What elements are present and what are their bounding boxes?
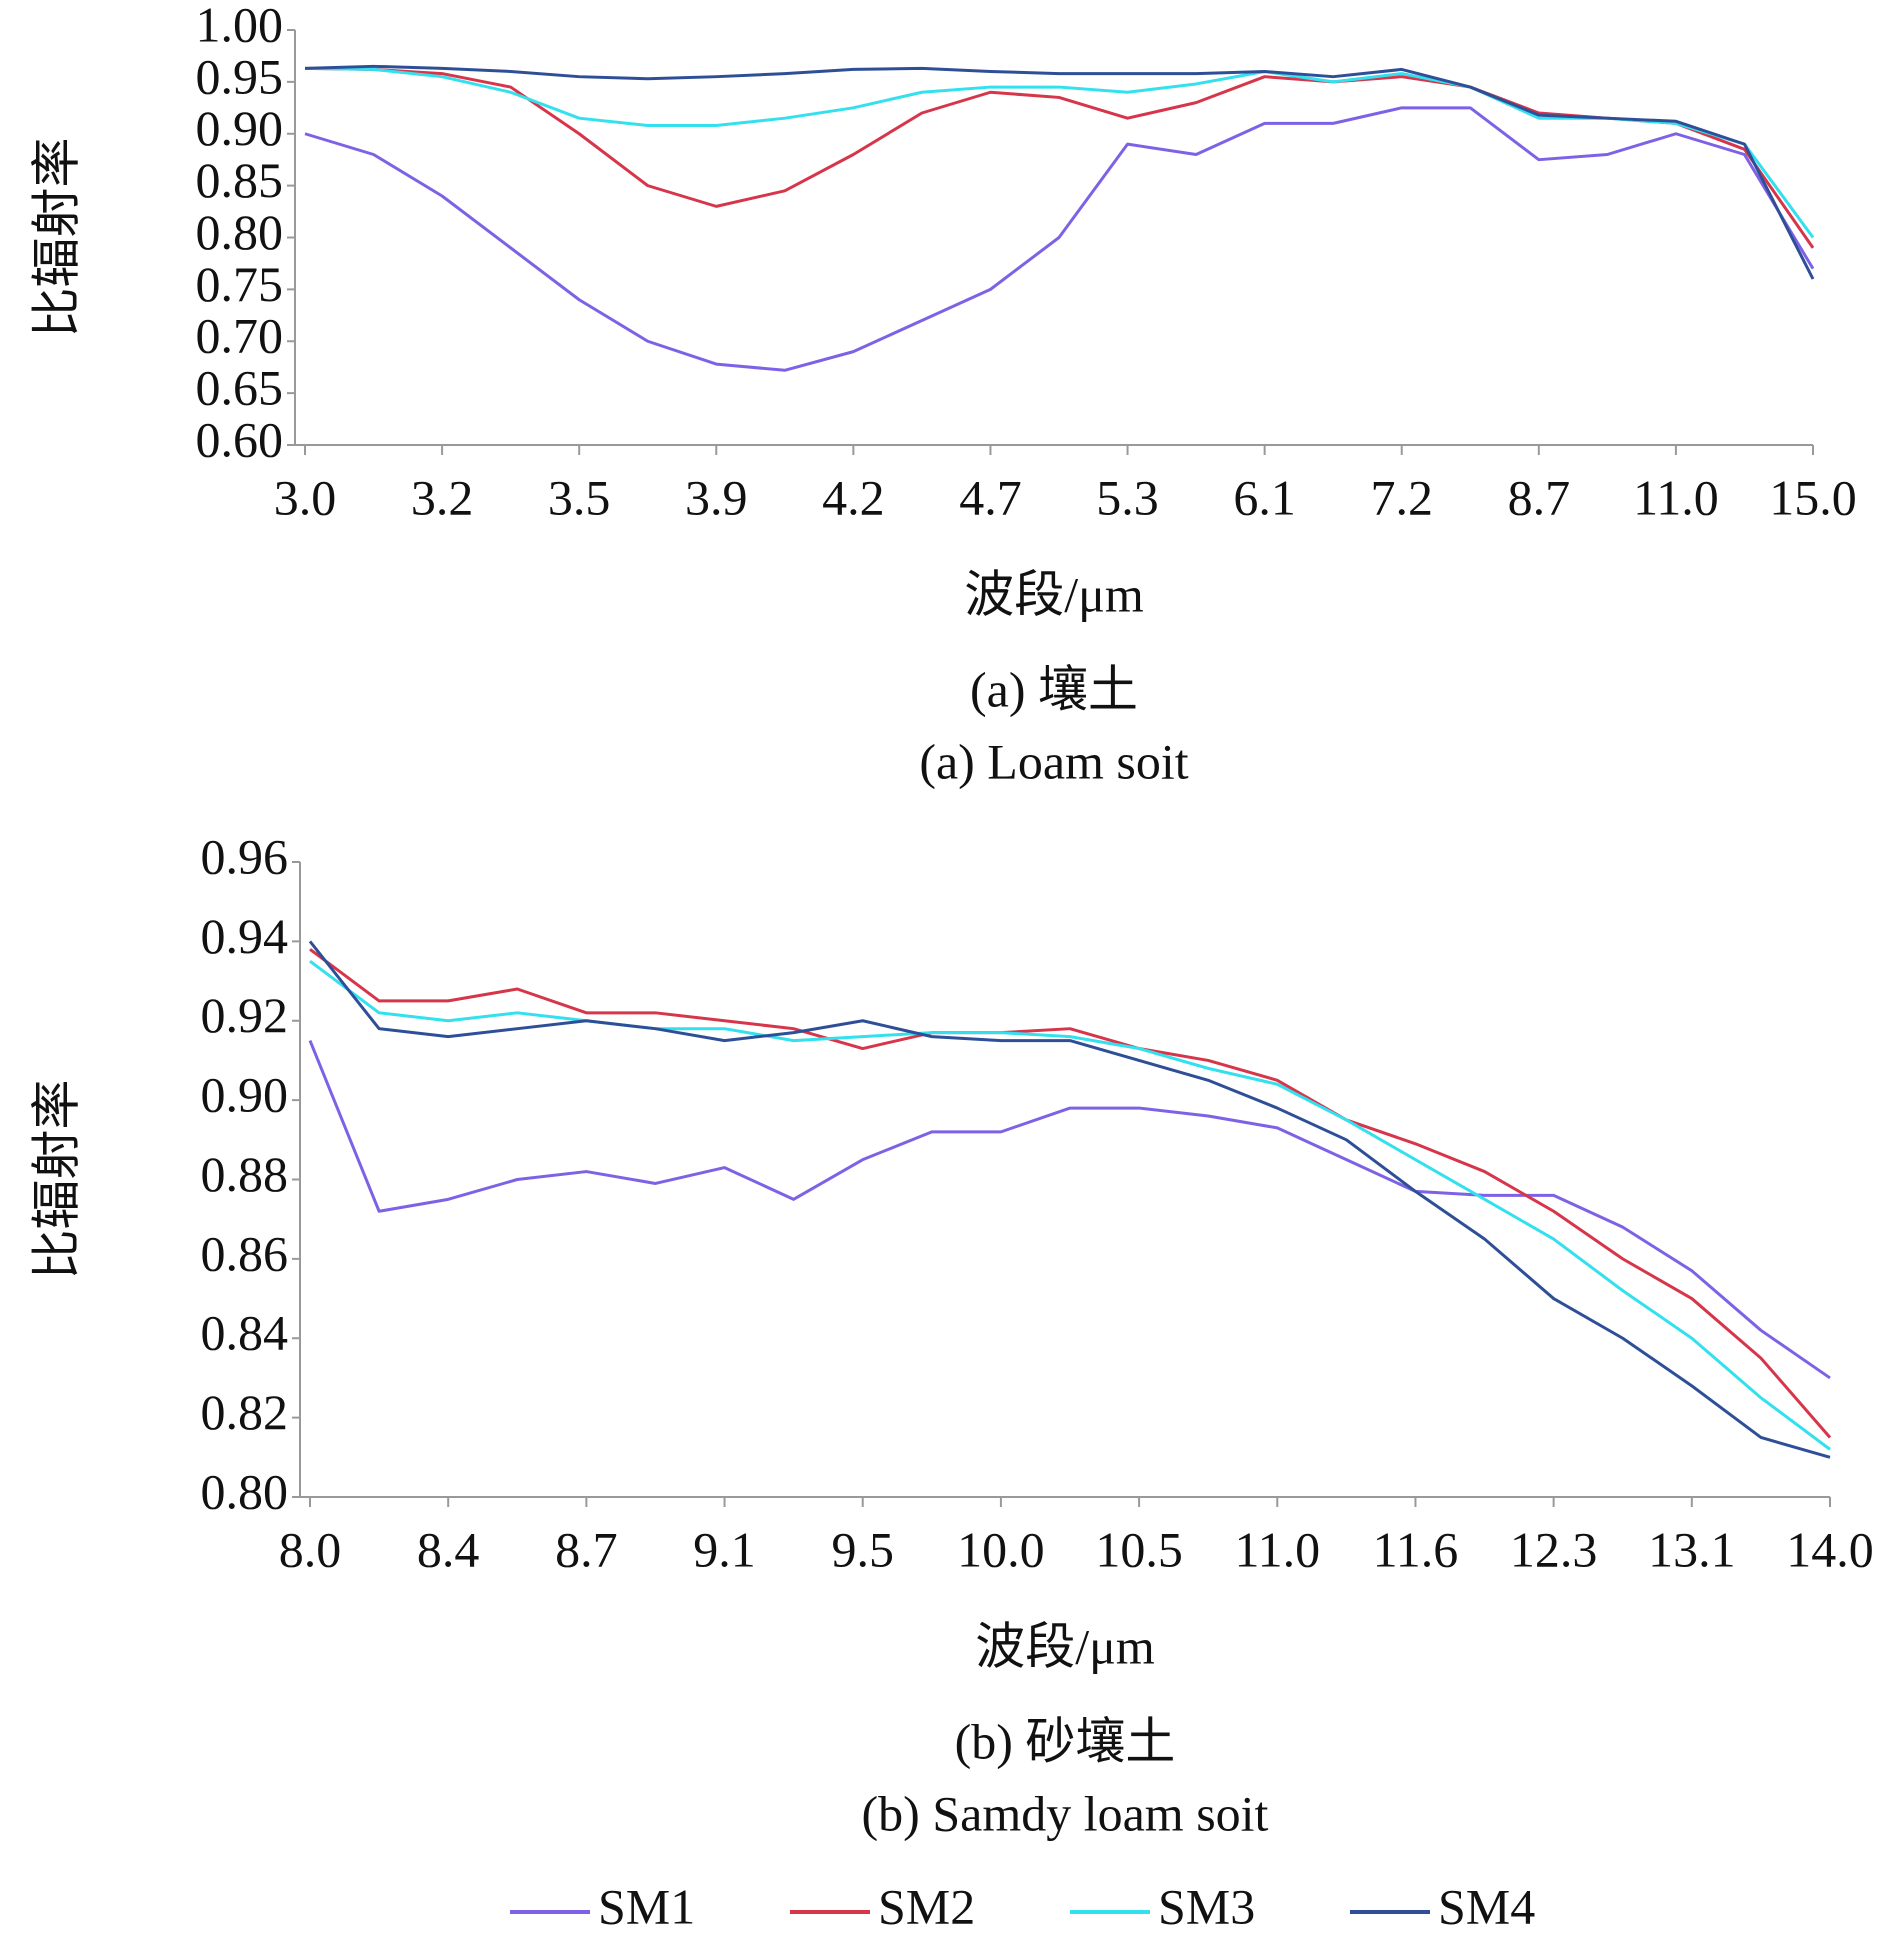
- y-tick-label: 0.90: [196, 100, 284, 156]
- legend-label: SM1: [598, 1878, 695, 1934]
- x-tick-label: 4.7: [959, 469, 1022, 525]
- y-tick-label: 0.86: [201, 1225, 289, 1281]
- x-tick-label: 9.5: [831, 1521, 894, 1577]
- x-tick-label: 5.3: [1096, 469, 1159, 525]
- y-tick-label: 0.84: [201, 1305, 289, 1361]
- x-tick-label: 8.4: [417, 1521, 480, 1577]
- x-tick-label: 9.1: [693, 1521, 756, 1577]
- caption: (b) 砂壤土: [955, 1713, 1176, 1769]
- y-tick-label: 0.80: [201, 1463, 289, 1519]
- x-tick-label: 3.0: [274, 469, 337, 525]
- series-line: [309, 960, 1831, 1451]
- x-tick-label: 11.6: [1373, 1521, 1459, 1577]
- legend-label: SM2: [878, 1878, 975, 1934]
- x-tick-label: 11.0: [1633, 469, 1719, 525]
- y-tick-label: 0.65: [196, 360, 284, 416]
- x-tick-label: 7.2: [1370, 469, 1433, 525]
- x-tick-label: 8.0: [279, 1521, 342, 1577]
- y-axis-label: 比辐射率: [28, 1080, 84, 1280]
- y-axis-label: 比辐射率: [28, 138, 84, 338]
- series-line: [304, 66, 1815, 239]
- x-tick-label: 11.0: [1234, 1521, 1320, 1577]
- series-line: [309, 948, 1832, 1439]
- x-tick-label: 14.0: [1786, 1521, 1874, 1577]
- y-tick-label: 0.95: [196, 48, 284, 104]
- x-tick-label: 13.1: [1648, 1521, 1736, 1577]
- y-tick-label: 1.00: [196, 0, 284, 52]
- y-tick-label: 0.94: [201, 908, 289, 964]
- series-line: [308, 1040, 1831, 1380]
- y-tick-label: 0.82: [201, 1384, 289, 1440]
- caption: (a) Loam soit: [919, 733, 1188, 789]
- series-line: [304, 66, 1815, 249]
- y-tick-label: 0.85: [196, 152, 284, 208]
- y-tick-label: 0.88: [201, 1146, 289, 1202]
- x-tick-label: 3.9: [685, 469, 748, 525]
- x-tick-label: 6.1: [1233, 469, 1296, 525]
- caption: (b) Samdy loam soit: [862, 1785, 1269, 1841]
- x-tick-label: 10.5: [1095, 1521, 1183, 1577]
- x-tick-label: 12.3: [1510, 1521, 1598, 1577]
- x-tick-label: 8.7: [1508, 469, 1571, 525]
- x-axis-label: 波段/μm: [975, 1618, 1155, 1674]
- x-tick-label: 3.2: [411, 469, 474, 525]
- y-tick-label: 0.92: [201, 987, 289, 1043]
- y-tick-label: 0.96: [201, 828, 289, 884]
- caption: (a) 壤土: [970, 661, 1138, 717]
- legend-label: SM3: [1158, 1878, 1255, 1934]
- x-tick-label: 8.7: [555, 1521, 618, 1577]
- y-tick-label: 0.90: [201, 1067, 289, 1123]
- series-line: [304, 64, 1815, 280]
- x-tick-label: 15.0: [1769, 469, 1857, 525]
- y-tick-label: 0.80: [196, 204, 284, 260]
- x-axis-label: 波段/μm: [964, 566, 1144, 622]
- x-tick-label: 4.2: [822, 469, 885, 525]
- x-tick-label: 3.5: [548, 469, 611, 525]
- legend-label: SM4: [1438, 1878, 1535, 1934]
- x-tick-label: 10.0: [957, 1521, 1045, 1577]
- y-tick-label: 0.70: [196, 308, 284, 364]
- series-line: [304, 106, 1815, 372]
- y-tick-label: 0.75: [196, 256, 284, 312]
- series-line: [308, 940, 1831, 1459]
- y-tick-label: 0.60: [196, 411, 284, 467]
